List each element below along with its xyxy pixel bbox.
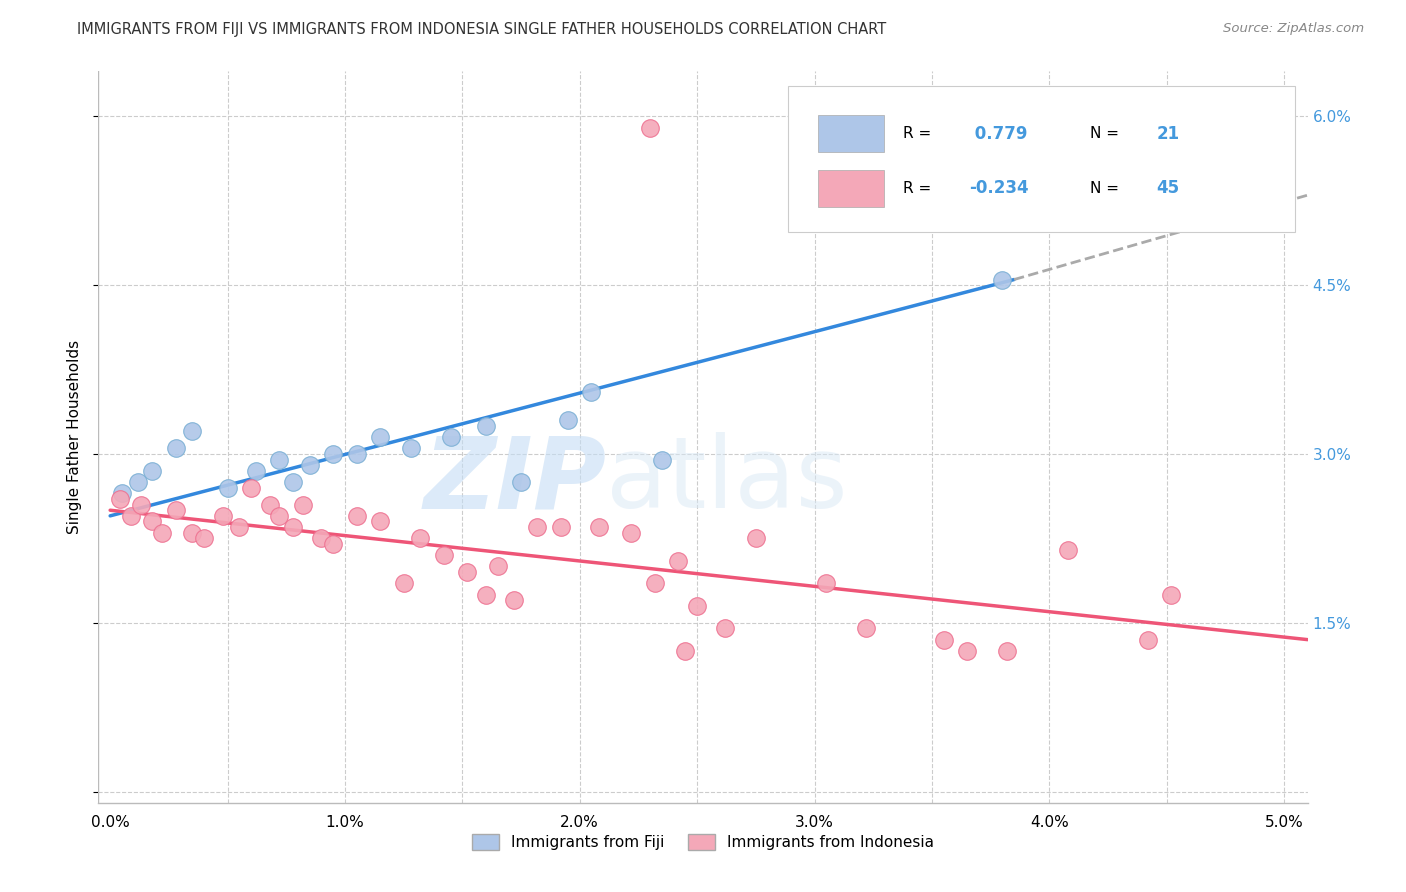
- Legend: Immigrants from Fiji, Immigrants from Indonesia: Immigrants from Fiji, Immigrants from In…: [471, 834, 935, 850]
- Point: [346, 508, 368, 523]
- Point: [269, 452, 291, 467]
- Point: [456, 565, 478, 579]
- Point: [815, 576, 838, 591]
- Point: [108, 491, 131, 506]
- Point: [346, 447, 368, 461]
- Point: [283, 475, 305, 489]
- Point: [165, 442, 187, 456]
- Point: [666, 554, 689, 568]
- Point: [991, 272, 1014, 286]
- FancyBboxPatch shape: [818, 170, 884, 207]
- Point: [1160, 588, 1182, 602]
- Point: [127, 475, 149, 489]
- FancyBboxPatch shape: [818, 115, 884, 152]
- Point: [165, 503, 187, 517]
- Text: R =: R =: [903, 126, 935, 141]
- Point: [283, 520, 305, 534]
- Point: [651, 452, 673, 467]
- Point: [855, 621, 877, 635]
- Text: 0.779: 0.779: [969, 125, 1028, 143]
- Text: ZIP: ZIP: [423, 433, 606, 530]
- Text: Source: ZipAtlas.com: Source: ZipAtlas.com: [1223, 22, 1364, 36]
- Point: [193, 532, 215, 546]
- FancyBboxPatch shape: [787, 86, 1295, 232]
- Point: [956, 644, 979, 658]
- Point: [392, 576, 415, 591]
- Point: [298, 458, 321, 473]
- Point: [181, 525, 204, 540]
- Point: [141, 464, 163, 478]
- Point: [212, 508, 235, 523]
- Point: [259, 498, 281, 512]
- Point: [581, 385, 603, 400]
- Text: IMMIGRANTS FROM FIJI VS IMMIGRANTS FROM INDONESIA SINGLE FATHER HOUSEHOLDS CORRE: IMMIGRANTS FROM FIJI VS IMMIGRANTS FROM …: [77, 22, 887, 37]
- Text: N =: N =: [1090, 126, 1123, 141]
- Point: [432, 548, 454, 562]
- Text: N =: N =: [1090, 181, 1123, 196]
- Point: [995, 644, 1018, 658]
- Point: [557, 413, 579, 427]
- Text: 45: 45: [1156, 179, 1180, 197]
- Point: [217, 481, 239, 495]
- Point: [269, 508, 291, 523]
- Point: [368, 430, 391, 444]
- Point: [486, 559, 509, 574]
- Point: [714, 621, 737, 635]
- Point: [475, 588, 498, 602]
- Point: [322, 537, 344, 551]
- Point: [686, 599, 709, 613]
- Point: [311, 532, 333, 546]
- Point: [510, 475, 533, 489]
- Y-axis label: Single Father Households: Single Father Households: [67, 340, 83, 534]
- Text: 21: 21: [1156, 125, 1180, 143]
- Point: [1057, 542, 1080, 557]
- Point: [550, 520, 572, 534]
- Text: atlas: atlas: [606, 433, 848, 530]
- Point: [245, 464, 267, 478]
- Point: [322, 447, 344, 461]
- Point: [673, 644, 696, 658]
- Point: [129, 498, 152, 512]
- Point: [1136, 632, 1159, 647]
- Point: [503, 593, 526, 607]
- Point: [141, 515, 163, 529]
- Point: [409, 532, 432, 546]
- Point: [368, 515, 391, 529]
- Point: [588, 520, 610, 534]
- Point: [150, 525, 173, 540]
- Point: [620, 525, 643, 540]
- Point: [111, 486, 134, 500]
- Point: [644, 576, 666, 591]
- Point: [745, 532, 768, 546]
- Text: -0.234: -0.234: [969, 179, 1029, 197]
- Point: [526, 520, 548, 534]
- Point: [399, 442, 422, 456]
- Point: [228, 520, 250, 534]
- Text: R =: R =: [903, 181, 935, 196]
- Point: [291, 498, 314, 512]
- Point: [638, 120, 661, 135]
- Point: [932, 632, 955, 647]
- Point: [181, 425, 204, 439]
- Point: [120, 508, 142, 523]
- Point: [439, 430, 461, 444]
- Point: [475, 418, 498, 433]
- Point: [240, 481, 263, 495]
